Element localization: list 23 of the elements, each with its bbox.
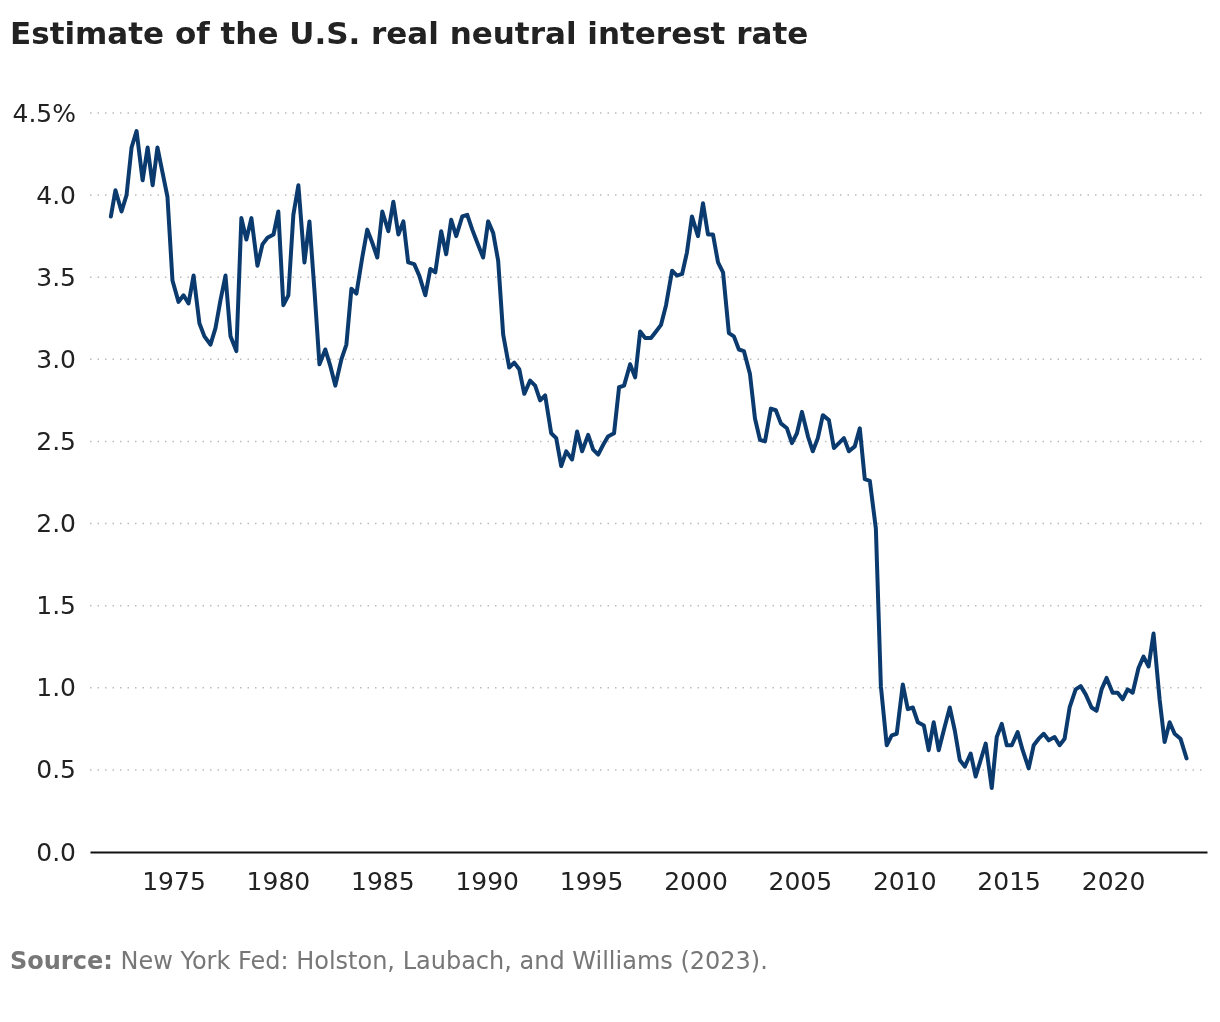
line-series xyxy=(108,129,1189,790)
x-tick-label: 2005 xyxy=(768,866,833,896)
chart-title: Estimate of the U.S. real neutral interest rate xyxy=(10,15,809,51)
y-tick-label: 3.5 xyxy=(36,262,76,292)
y-tick-label: 2.5 xyxy=(36,426,76,456)
y-tick-label: 4.5% xyxy=(12,98,76,128)
x-tick-label: 2000 xyxy=(664,866,728,896)
y-tick-label: 0.0 xyxy=(36,837,76,867)
source-note: Source: New York Fed: Holston, Laubach, and Williams (2023). xyxy=(10,947,768,975)
y-tick-label: 3.0 xyxy=(36,344,76,374)
x-tick-label: 1975 xyxy=(142,866,206,896)
x-tick-label: 1990 xyxy=(455,866,519,896)
x-tick-label: 1995 xyxy=(559,866,624,896)
y-tick-label: 2.0 xyxy=(36,509,76,539)
x-tick-label: 2010 xyxy=(872,866,937,896)
x-tick-label: 2015 xyxy=(977,866,1041,896)
y-tick-label: 4.0 xyxy=(36,180,76,210)
x-tick-label: 2020 xyxy=(1081,866,1146,896)
y-tick-label: 1.5 xyxy=(36,591,76,621)
y-tick-label: 1.0 xyxy=(36,673,76,703)
y-tick-label: 0.5 xyxy=(36,755,76,785)
x-tick-label: 1985 xyxy=(350,866,415,896)
x-tick-label: 1980 xyxy=(246,866,311,896)
